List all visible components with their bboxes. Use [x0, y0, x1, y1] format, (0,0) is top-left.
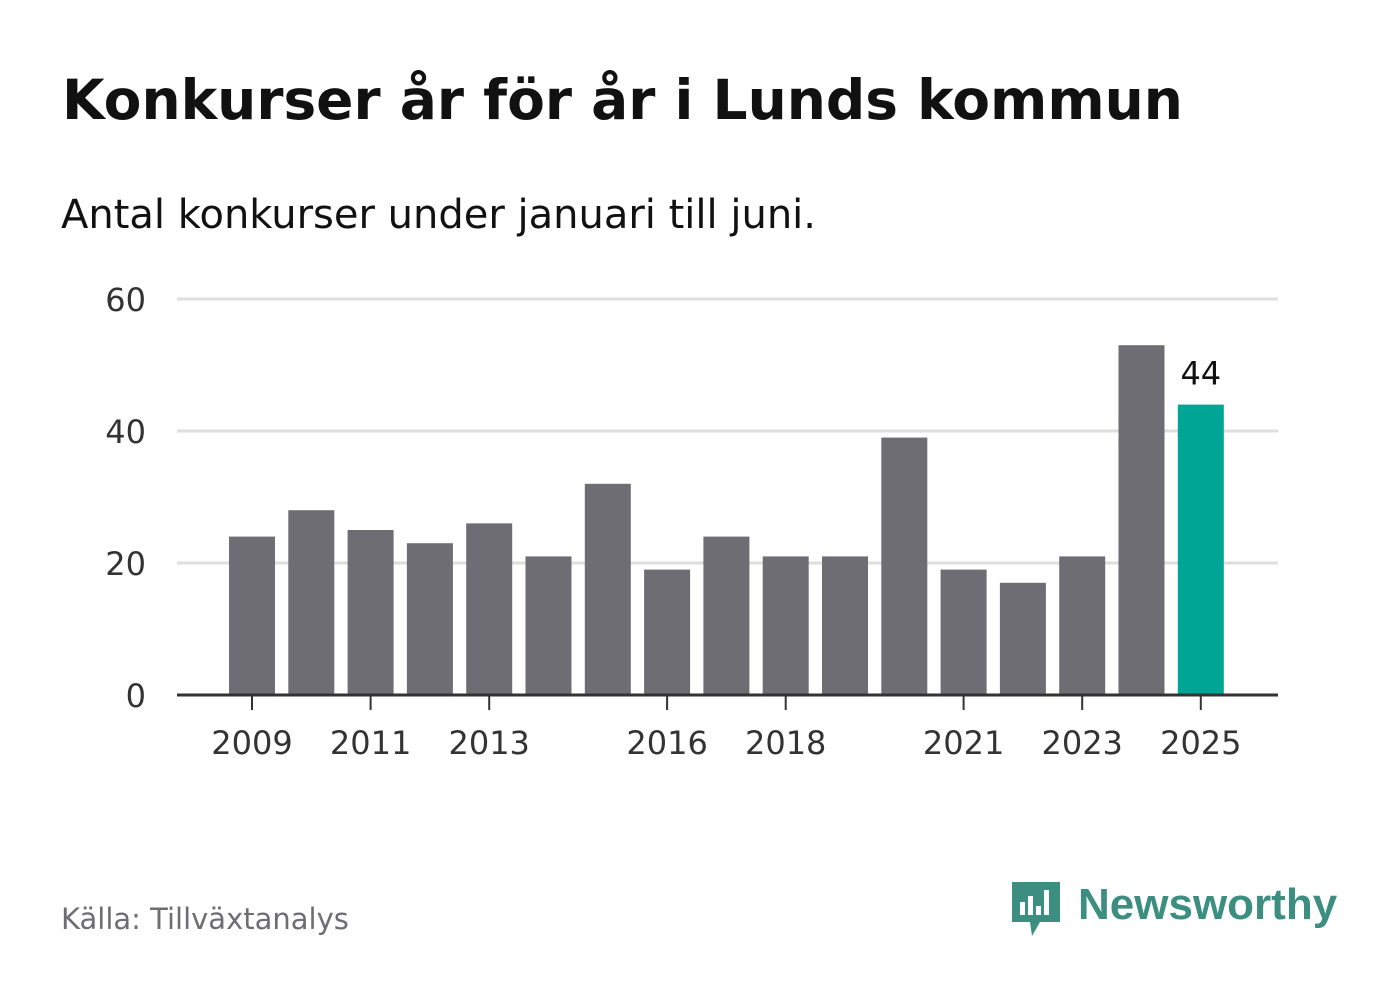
- labels: 0 20 40 60 2009 2011 2013 2016 2018 2021 2023 2025 4…: [105, 281, 1241, 762]
- x-tick-label: 2018: [745, 724, 826, 762]
- y-tick-label: 0: [126, 677, 146, 715]
- brand-name: Newsworthy: [1078, 880, 1338, 929]
- y-tick-label: 20: [105, 545, 146, 583]
- bar-2017: [703, 536, 750, 695]
- x-tick-label: 2025: [1160, 724, 1241, 762]
- x-tick-label: 2011: [330, 724, 411, 762]
- bar-2020: [881, 437, 928, 695]
- x-tick-label: 2021: [923, 724, 1004, 762]
- bar-2021: [940, 569, 987, 695]
- x-tick-label: 2016: [626, 724, 707, 762]
- chart-title: Konkurser år för år i Lunds kommun: [62, 68, 1183, 132]
- bar-2016: [644, 569, 691, 695]
- bar-2014: [525, 556, 572, 695]
- bar-2012: [406, 543, 453, 695]
- bar-2010: [288, 510, 335, 695]
- bar-2023: [1059, 556, 1106, 695]
- bar-2009: [229, 536, 275, 695]
- x-tick-label: 2023: [1041, 724, 1122, 762]
- bar-2025: [1177, 404, 1224, 695]
- x-axis: [177, 693, 1278, 710]
- y-tick-label: 60: [105, 281, 146, 319]
- bars: [229, 345, 1224, 695]
- bar-chart-speech-bubble-icon: [1012, 882, 1060, 936]
- gridlines: [177, 297, 1278, 565]
- brand-logo: Newsworthy: [1010, 878, 1337, 944]
- source-note: Källa: Tillväxtanalys: [61, 902, 349, 936]
- bar-2019: [822, 556, 868, 695]
- bar-2018: [762, 556, 809, 695]
- bar-2013: [466, 523, 513, 695]
- data-label: 44: [1180, 355, 1221, 393]
- x-tick-label: 2009: [211, 724, 292, 762]
- bar-2024: [1118, 345, 1165, 695]
- x-tick-label: 2013: [448, 724, 529, 762]
- bar-2015: [584, 483, 631, 695]
- bar-2011: [347, 530, 394, 695]
- bar-2022: [999, 582, 1046, 695]
- y-tick-label: 40: [105, 413, 146, 451]
- chart-subtitle: Antal konkurser under januari till juni.: [61, 192, 816, 238]
